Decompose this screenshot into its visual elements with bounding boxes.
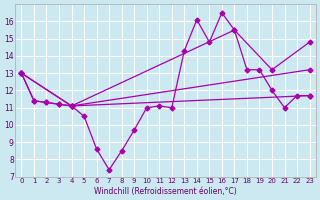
X-axis label: Windchill (Refroidissement éolien,°C): Windchill (Refroidissement éolien,°C) [94,187,237,196]
